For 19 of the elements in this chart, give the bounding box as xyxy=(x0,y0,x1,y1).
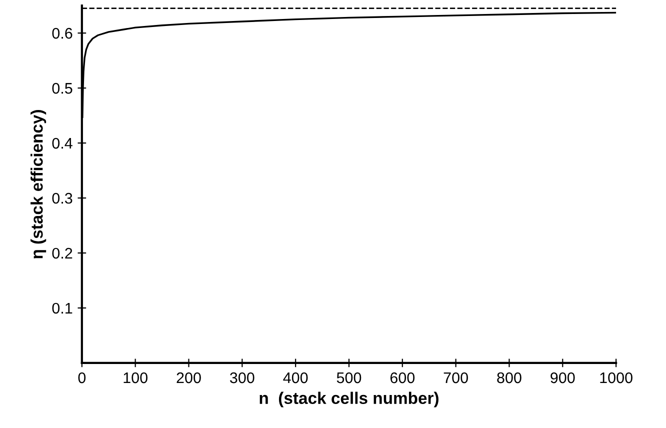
x-tick-label: 900 xyxy=(550,372,575,384)
y-tick-label: 0.2 xyxy=(52,248,72,259)
x-tick-label: 600 xyxy=(390,372,415,384)
x-tick-label: 700 xyxy=(444,372,468,384)
y-tick-label: 0.6 xyxy=(52,28,72,39)
x-tick-label: 300 xyxy=(230,372,254,384)
y-axis-title: η (stack efficiency) xyxy=(30,110,46,258)
x-tick-label: 500 xyxy=(336,372,362,384)
x-tick-label: 100 xyxy=(124,372,148,384)
y-tick-label: 0.1 xyxy=(52,302,72,314)
x-tick-label: 0 xyxy=(78,372,86,384)
x-tick-label: 200 xyxy=(176,372,201,384)
x-axis-title: n (stack cells number) xyxy=(260,392,438,408)
x-tick-label: 400 xyxy=(283,372,308,384)
x-tick-label: 800 xyxy=(497,372,522,384)
y-tick-label: 0.5 xyxy=(52,82,72,94)
x-tick-label: 1000 xyxy=(600,372,632,384)
y-tick-label: 0.3 xyxy=(52,192,72,204)
y-tick-label: 0.4 xyxy=(52,138,72,149)
